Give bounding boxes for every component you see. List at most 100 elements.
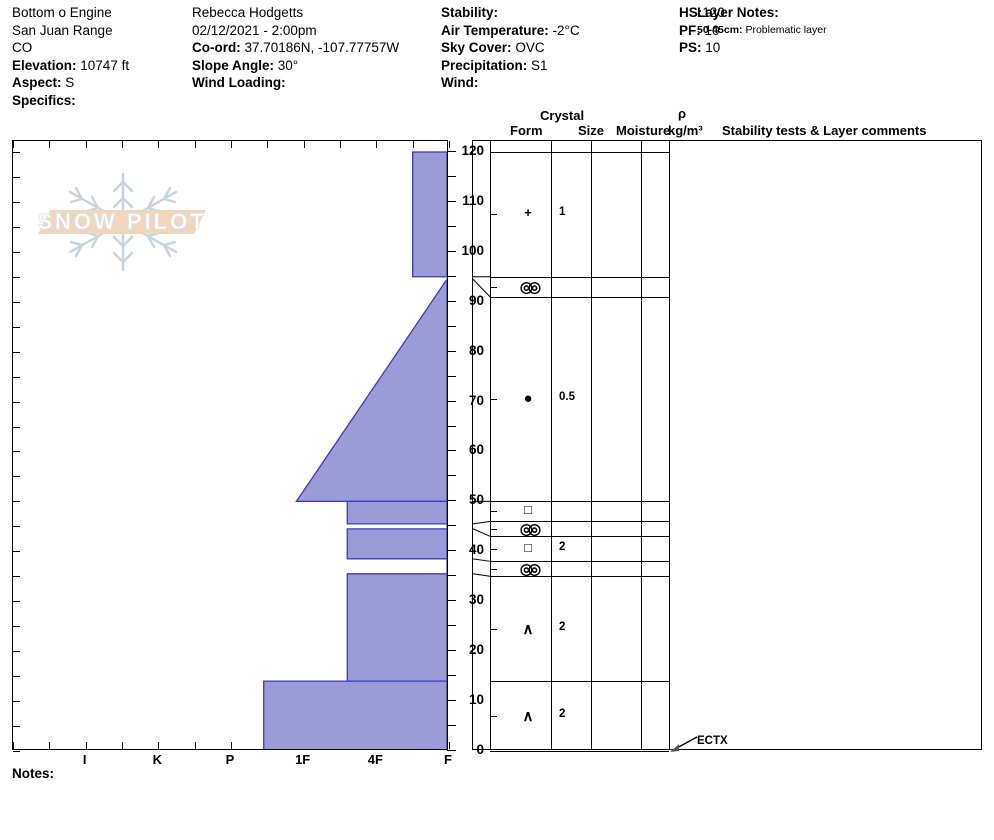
plot-left-tick [13, 551, 20, 553]
header-field-wind: Wind: [441, 74, 580, 92]
wind-label: Wind: [441, 75, 479, 91]
plot-left-tick [13, 251, 20, 253]
snowflake-icon: SNOW PILOT [37, 172, 207, 272]
depth-tick [447, 350, 456, 352]
datetime-value: 02/12/2021 - 2:00pm [192, 22, 317, 38]
crystal-form-precipitation-particles: + [524, 205, 532, 221]
plot-left-tick [13, 176, 20, 178]
header-column-layer-notes: Layer Notes: 50-45cm: Problematic layer [697, 4, 827, 39]
plot-left-tick [13, 301, 20, 303]
aspect-value: S [65, 75, 75, 91]
layer-note-text: Problematic layer [745, 23, 827, 36]
plot-top-tick [49, 141, 51, 148]
wind-loading-label: Wind Loading: [192, 75, 286, 91]
plot-top-tick [231, 141, 232, 148]
header-field-datetime: 02/12/2021 - 2:00pm [192, 22, 399, 40]
plot-left-tick [13, 501, 20, 503]
header-field-range: San Juan Range [12, 22, 129, 40]
header-field-sky-cover: Sky Cover: OVC [441, 39, 580, 57]
layer-table: +1 ◎◎ ● 0.5 □ ◎◎ □ 2 ◎◎ ∧ 2 ∧ 2 ECTX [472, 140, 982, 752]
layer-note-item: 50-45cm: Problematic layer [697, 22, 827, 40]
plot-top-tick [85, 141, 87, 148]
hardness-area [263, 151, 447, 749]
hardness-layer-3 [346, 500, 447, 525]
depth-tick [447, 750, 456, 751]
plot-top-tick [13, 141, 14, 148]
air-temperature-label: Air Temperature: [441, 22, 549, 38]
table-column-divider-3 [641, 141, 642, 749]
hardness-layer-2 [295, 278, 447, 503]
plot-bottom-tick [13, 742, 14, 749]
crystal-header: Crystal [540, 108, 585, 123]
sky-cover-label: Sky Cover: [441, 40, 512, 56]
plot-left-tick [13, 651, 20, 653]
header-field-hs: HS:120 [679, 4, 725, 22]
header-column-snowpack: HS:120 PF: 10 PS: 10 [679, 4, 725, 57]
header-column-location: Bottom o Engine San Juan Range CO Elevat… [12, 4, 129, 110]
layer-row-divider [490, 536, 669, 538]
header-field-slope-angle: Slope Angle: 30° [192, 57, 399, 75]
depth-tick [447, 325, 456, 327]
plot-left-tick [13, 476, 20, 478]
header-column-observer: Rebecca Hodgetts 02/12/2021 - 2:00pm Co-… [192, 4, 399, 92]
layer-mid-tick [490, 548, 497, 550]
stability-test-arrow-icon [670, 736, 698, 752]
depth-tick [447, 675, 456, 677]
depth-tick [447, 525, 456, 527]
site-name: Bottom o Engine [12, 5, 112, 20]
depth-tick [447, 500, 456, 502]
crystal-form-depth-hoar: ∧ [522, 708, 534, 726]
coord-value: 37.70186N, -107.77757W [244, 40, 400, 56]
layer-mid-tick [490, 628, 497, 630]
layer-connector [473, 520, 491, 525]
depth-tick [447, 150, 456, 152]
header-field-coord: Co-ord: 37.70186N, -107.77757W [192, 39, 399, 57]
plot-bottom-tick [231, 742, 232, 749]
header-field-ps: PS: 10 [679, 39, 725, 57]
depth-tick [447, 550, 456, 552]
layer-mid-tick [490, 214, 497, 216]
depth-tick [447, 225, 456, 227]
depth-tick [447, 400, 456, 402]
layer-note-range: 50-45cm: [697, 23, 743, 36]
layer-connector [473, 528, 491, 537]
layer-row-divider [490, 681, 669, 683]
observer-name: Rebecca Hodgetts [192, 5, 304, 20]
plot-left-tick [13, 351, 20, 353]
plot-top-tick [340, 141, 341, 148]
plot-left-tick [13, 151, 20, 153]
sky-cover-value: OVC [515, 40, 545, 56]
plot-left-tick [13, 451, 20, 453]
hardness-tick-4F: 4F [367, 752, 383, 767]
crystal-form-faceted-crystals: □ [524, 502, 532, 518]
logo-wordmark: SNOW PILOT [38, 209, 207, 234]
ps-value: 10 [705, 40, 721, 56]
header-field-wind-loading: Wind Loading: [192, 74, 399, 92]
plot-left-tick [13, 601, 20, 603]
layer-mid-tick [490, 568, 497, 570]
hardness-tick-F: F [444, 752, 452, 767]
plot-bottom-tick [49, 742, 51, 749]
plot-left-tick [13, 676, 20, 678]
depth-tick [447, 600, 456, 602]
grain-size-value: 1 [559, 206, 566, 219]
hardness-axis-labels: I K P 1F 4F F [12, 752, 452, 774]
grain-size-value: 2 [559, 540, 566, 553]
hardness-layer-0 [412, 151, 447, 278]
hardness-layer-8 [263, 680, 447, 749]
depth-tick [447, 475, 456, 477]
layer-mid-tick [490, 528, 497, 530]
plot-left-tick [13, 326, 20, 328]
plot-bottom-tick [194, 742, 196, 749]
depth-tick [447, 250, 456, 252]
plot-left-tick [13, 226, 20, 228]
plot-top-tick [303, 141, 305, 148]
depth-tick [447, 300, 456, 302]
header-field-pf: PF: 10 [679, 22, 725, 40]
air-temperature-value: -2°C [552, 22, 580, 38]
plot-bottom-tick [158, 742, 160, 749]
plot-left-tick [13, 576, 20, 578]
table-column-divider-2 [591, 141, 592, 749]
header-field-air-temp: Air Temperature: -2°C [441, 22, 580, 40]
grain-size-value: 2 [559, 620, 566, 633]
